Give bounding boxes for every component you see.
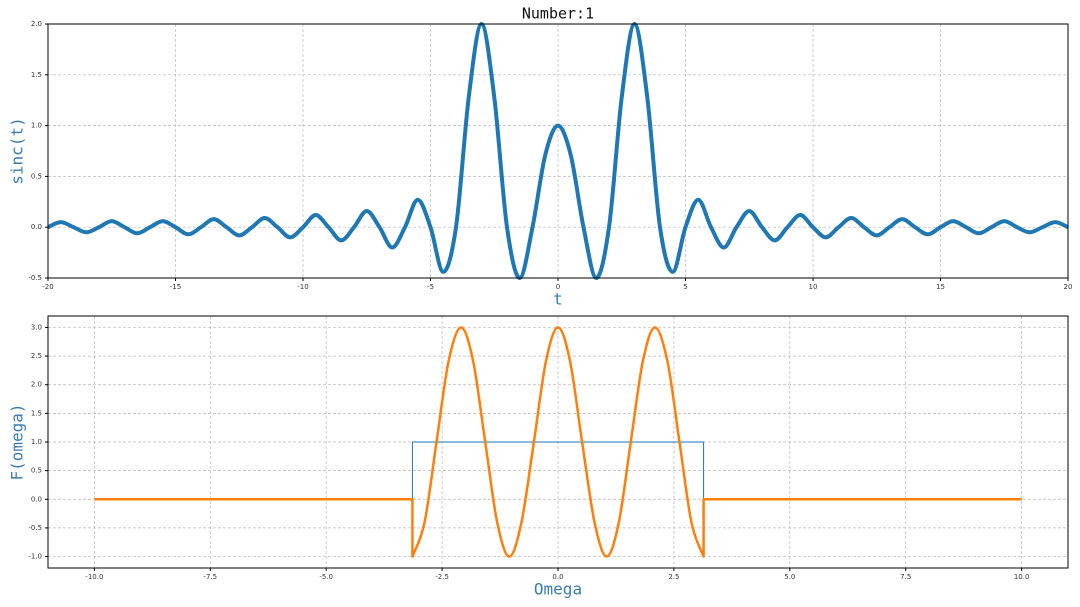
y-tick-label: 1.0	[31, 438, 42, 446]
y-tick-label: 0.5	[31, 172, 42, 180]
y-tick-label: 1.5	[31, 409, 42, 417]
y-tick-label: 0.0	[31, 223, 42, 231]
x-tick-label: 10.0	[1014, 573, 1030, 581]
x-tick-label: -7.5	[203, 573, 217, 581]
y-axis-label: sinc(t)	[8, 117, 27, 184]
y-tick-label: 3.0	[31, 323, 42, 331]
x-tick-label: -15	[170, 283, 181, 291]
x-tick-label: -5	[427, 283, 434, 291]
plot-frame	[47, 23, 1069, 279]
y-tick-label: 2.0	[31, 381, 42, 389]
x-tick-label: 15	[936, 283, 945, 291]
y-tick-label: -0.5	[28, 274, 42, 282]
y-tick-label: 1.0	[31, 122, 42, 130]
x-tick-label: 2.5	[668, 573, 679, 581]
plot-frame	[47, 315, 1069, 569]
y-tick-label: -1.0	[28, 553, 42, 561]
chart-title: Number:1	[522, 5, 594, 23]
x-tick-label: -10.0	[85, 573, 103, 581]
data-line	[94, 326, 1022, 558]
x-tick-label: -2.5	[435, 573, 449, 581]
y-tick-label: 0.0	[31, 495, 42, 503]
x-tick-label: -10	[297, 283, 308, 291]
x-axis-label: Omega	[534, 580, 582, 599]
x-tick-label: 5.0	[784, 573, 795, 581]
y-axis-label: F(omega)	[8, 403, 27, 480]
x-axis-label: t	[553, 290, 563, 309]
x-tick-label: 5	[683, 283, 687, 291]
y-tick-label: -0.5	[28, 524, 42, 532]
x-tick-label: 20	[1064, 283, 1073, 291]
x-tick-label: 7.5	[900, 573, 911, 581]
y-tick-label: 1.5	[31, 71, 42, 79]
x-tick-label: -5.0	[319, 573, 333, 581]
x-tick-label: 0	[556, 283, 560, 291]
y-tick-label: 2.5	[31, 352, 42, 360]
x-tick-label: 0.0	[552, 573, 563, 581]
y-tick-label: 0.5	[31, 467, 42, 475]
x-tick-label: -20	[42, 283, 53, 291]
x-tick-label: 10	[809, 283, 818, 291]
data-line	[47, 22, 1069, 280]
y-tick-label: 2.0	[31, 20, 42, 28]
